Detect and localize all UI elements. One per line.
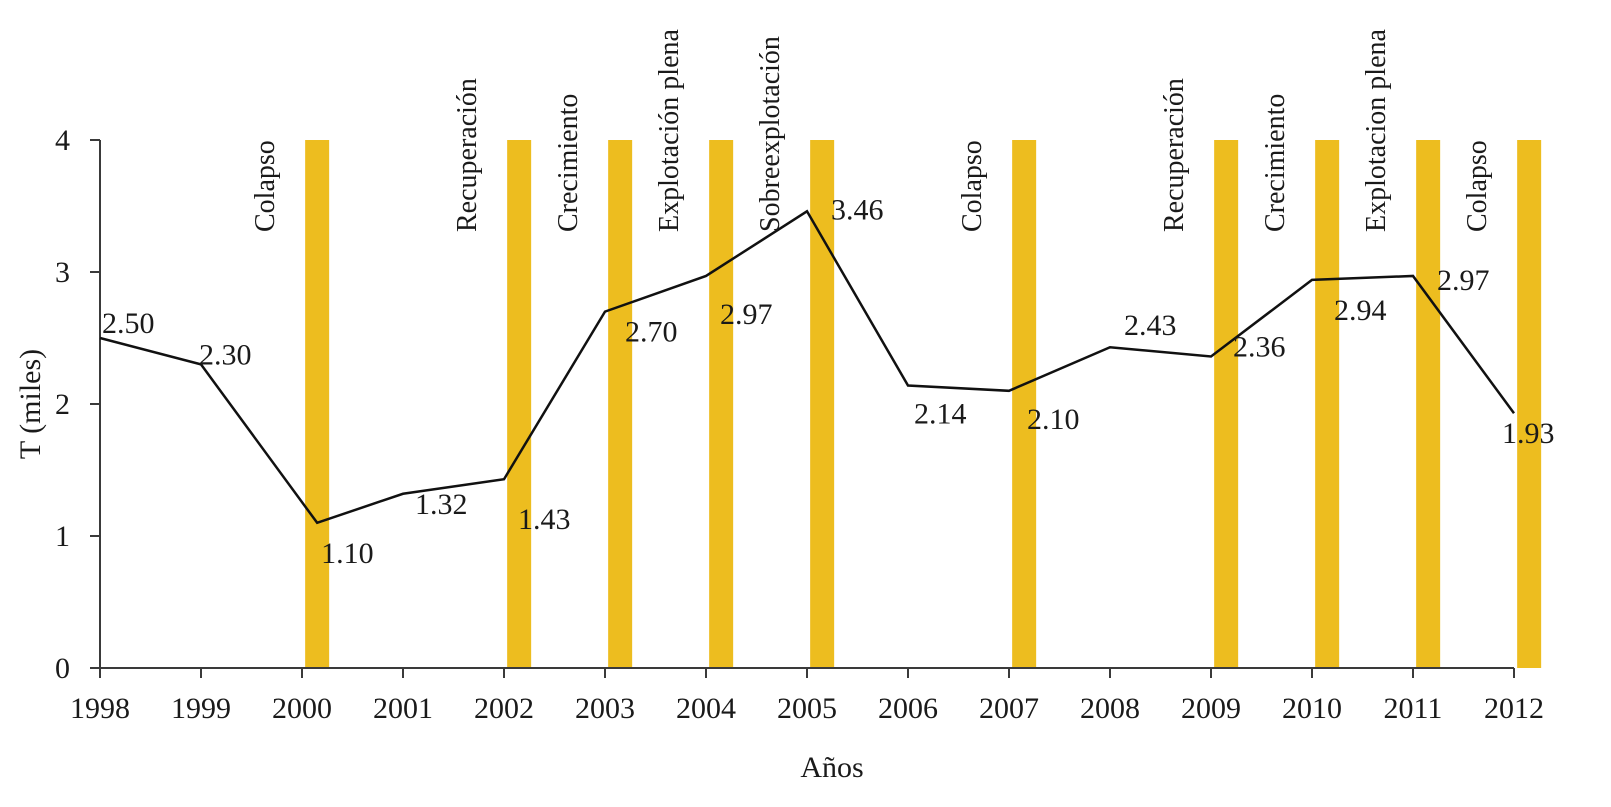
- phase-bar: [709, 140, 734, 668]
- series-line-t-miles: [99, 209, 1516, 525]
- x-tick-label: 2002: [474, 692, 534, 725]
- x-axis-title: Años: [800, 751, 863, 784]
- x-tick-label: 2006: [878, 692, 938, 725]
- phase-bar: [1517, 140, 1542, 668]
- data-label: 1.43: [518, 503, 571, 536]
- y-tick-label: 3: [55, 256, 70, 289]
- x-tick-label: 2001: [373, 692, 433, 725]
- data-label: 2.10: [1027, 403, 1080, 436]
- phase-label: Colapso: [1462, 140, 1493, 232]
- x-tick-label: 2009: [1181, 692, 1241, 725]
- phase-bar: [1315, 140, 1340, 668]
- data-label: 1.93: [1502, 417, 1555, 450]
- phase-label: Explotacion plena: [1361, 28, 1392, 232]
- data-label: 2.30: [199, 338, 252, 371]
- axes: [90, 139, 1515, 678]
- phase-label: Colapso: [957, 140, 988, 232]
- x-tick-label: 2010: [1282, 692, 1342, 725]
- phase-bars: [305, 140, 1542, 668]
- phase-label: Recuperación: [1159, 78, 1190, 232]
- data-label: 1.32: [415, 488, 468, 521]
- phase-bar: [1012, 140, 1037, 668]
- phase-label: Crecimiento: [553, 94, 584, 232]
- phase-label: Recuperación: [452, 78, 483, 232]
- phase-bar: [1214, 140, 1239, 668]
- y-tick-label: 2: [55, 388, 70, 421]
- phase-label: Explotación plena: [654, 28, 685, 232]
- data-label: 2.50: [102, 307, 155, 340]
- phase-label: Sobreexplotación: [755, 36, 786, 232]
- phase-bar: [1416, 140, 1441, 668]
- data-label: 2.43: [1124, 309, 1177, 342]
- y-tick-label: 4: [55, 124, 70, 157]
- x-tick-label: 2005: [777, 692, 837, 725]
- x-tick-label: 2011: [1384, 692, 1443, 725]
- x-tick-label: 2003: [575, 692, 635, 725]
- x-tick-label: 2012: [1484, 692, 1544, 725]
- phase-label: Colapso: [250, 140, 281, 232]
- x-tick-label: 2007: [979, 692, 1039, 725]
- phase-bar: [507, 140, 532, 668]
- phase-bar: [810, 140, 835, 668]
- x-tick-label: 2000: [272, 692, 332, 725]
- data-label: 2.94: [1334, 294, 1387, 327]
- phase-bar: [608, 140, 633, 668]
- series: [99, 209, 1516, 525]
- x-tick-label: 2008: [1080, 692, 1140, 725]
- data-label: 2.97: [1437, 264, 1490, 297]
- data-label: 3.46: [831, 193, 884, 226]
- phase-label: Crecimiento: [1260, 94, 1291, 232]
- phase-bar: [305, 140, 330, 668]
- labels: 0 1 2 3 4 1998 1999 2000 2001 2002 2003 2004 2005 200…: [55, 28, 1555, 725]
- data-label: 2.97: [720, 298, 773, 331]
- y-axis-title: T (miles): [14, 349, 47, 459]
- data-label: 2.70: [625, 316, 678, 349]
- y-tick-label: 0: [55, 652, 70, 685]
- x-tick-label: 2004: [676, 692, 736, 725]
- data-label: 2.14: [914, 398, 967, 431]
- data-label: 1.10: [321, 537, 374, 570]
- data-label: 2.36: [1233, 330, 1286, 363]
- x-tick-label: 1998: [70, 692, 130, 725]
- x-tick-label: 1999: [171, 692, 231, 725]
- y-tick-label: 1: [55, 520, 70, 553]
